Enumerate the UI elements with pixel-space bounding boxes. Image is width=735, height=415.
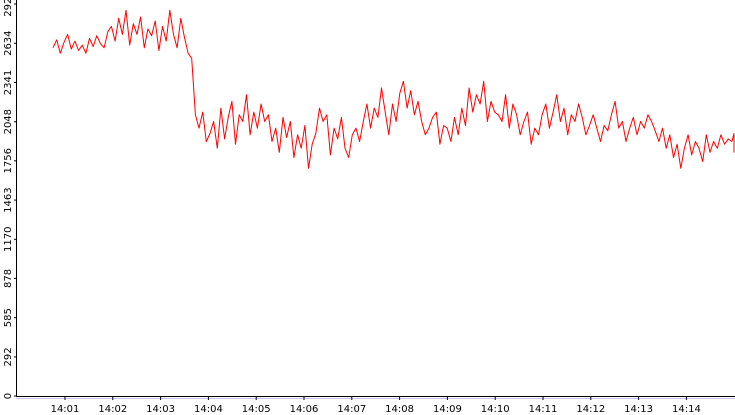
- x-tick-label: 14:13: [624, 404, 653, 415]
- x-tick-label: 14:01: [51, 404, 80, 415]
- y-tick-label: 1756: [3, 148, 14, 173]
- y-tick-label: 1463: [3, 187, 14, 212]
- x-tick-label: 14:09: [433, 404, 462, 415]
- x-tick-label: 14:08: [385, 404, 414, 415]
- y-tick-label: 2634: [3, 30, 14, 55]
- x-tick-label: 14:10: [481, 404, 510, 415]
- y-tick-label: 2341: [3, 70, 14, 95]
- y-tick-label: 585: [3, 308, 14, 327]
- y-tick-label: 1170: [3, 227, 14, 252]
- x-tick-label: 14:03: [146, 404, 175, 415]
- x-axis: 14:01 14:02 14:03 14:04 14:05 14:06 14:07 14:08…: [51, 396, 701, 415]
- y-tick-label: 292: [3, 347, 14, 366]
- y-tick-label: 0: [3, 393, 14, 399]
- x-tick-label: 14:04: [194, 404, 223, 415]
- x-tick-label: 14:05: [242, 404, 271, 415]
- series-line: [52, 9, 735, 169]
- y-tick-label: 878: [3, 269, 14, 288]
- y-tick-label: 2927: [3, 0, 14, 17]
- y-axis: 0 292 585 878 1170 1463 1756 2048 2341 2634 2927: [3, 0, 17, 399]
- x-tick-label: 14:12: [576, 404, 605, 415]
- x-tick-label: 14:11: [529, 404, 558, 415]
- x-tick-label: 14:14: [672, 404, 701, 415]
- x-tick-label: 14:06: [290, 404, 319, 415]
- y-tick-label: 2048: [3, 109, 14, 134]
- x-tick-label: 14:07: [337, 404, 366, 415]
- x-tick-label: 14:02: [98, 404, 127, 415]
- plot-area: [16, 0, 735, 399]
